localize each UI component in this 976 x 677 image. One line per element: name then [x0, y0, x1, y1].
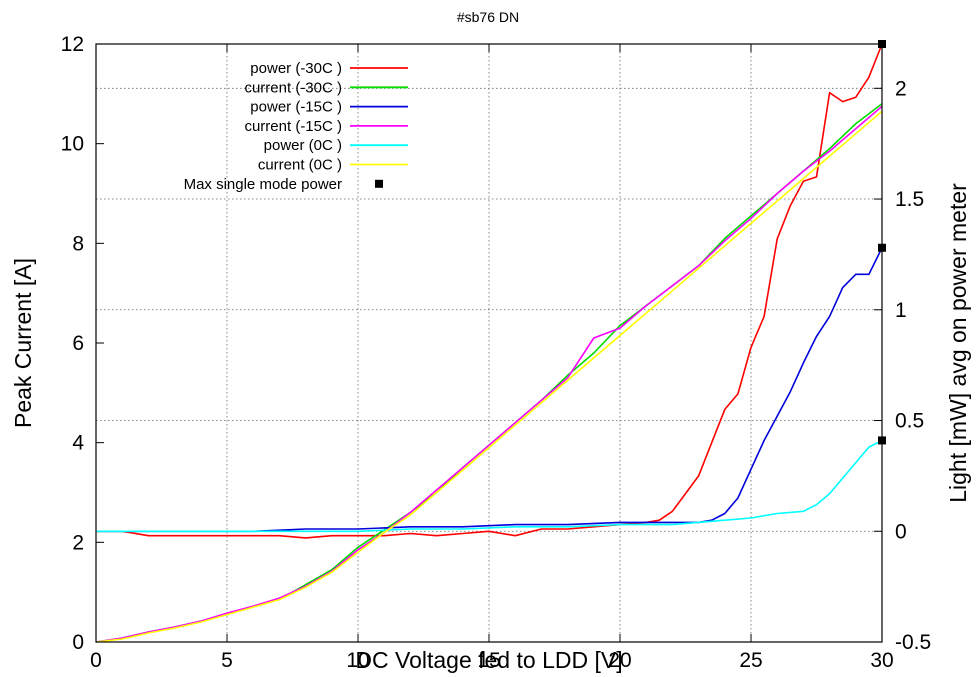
y2-tick-label: 1: [895, 299, 907, 322]
legend: power (-30C ) current (-30C ) power (-15C …: [184, 60, 408, 193]
x-tick-label: 5: [221, 649, 233, 672]
series-line-power-15c: [96, 247, 883, 533]
legend-label: current (-30C ): [244, 79, 342, 96]
legend-label: power (-15C ): [250, 99, 342, 116]
x-tick-label: 10: [346, 649, 369, 672]
legend-label: Max single mode power: [184, 176, 342, 193]
legend-label: power (-30C ): [250, 60, 342, 77]
series-line-current-0c: [95, 110, 883, 643]
x-axis-label: DC Voltage fed to LDD [V]: [355, 647, 622, 673]
y-tick-label: 6: [72, 332, 84, 355]
y-axis-label: Peak Current [A]: [10, 258, 36, 428]
y-tick-label: 4: [72, 432, 84, 455]
y2-tick-label: 0: [895, 520, 907, 543]
y2-tick-label: 1.5: [895, 188, 924, 211]
ticks: 0 5 10 15 20 25 30 0 2 4 6 8 10 12 -0.5 0 0.5 1 1.5 2: [61, 33, 932, 672]
x-tick-label: 15: [477, 649, 500, 672]
x-tick-label: 20: [608, 649, 631, 672]
legend-label: current (-15C ): [244, 118, 342, 135]
x-tick-label: 0: [90, 649, 102, 672]
legend-swatch: [375, 179, 383, 188]
legend-label: current (0C ): [258, 157, 342, 174]
y2-axis-label: Light [mW] avg on power meter: [945, 183, 971, 503]
y-tick-label: 2: [72, 531, 84, 554]
chart-title: #sb76 DN: [457, 9, 519, 25]
y2-tick-label: 2: [895, 77, 907, 100]
grid: [96, 44, 882, 642]
y-tick-label: 8: [72, 232, 84, 255]
series-line-power-30c: [96, 43, 883, 539]
y2-tick-label: -0.5: [895, 631, 931, 654]
y2-tick-label: 0.5: [895, 410, 924, 433]
y-tick-label: 0: [72, 631, 84, 654]
series-line-current-15c: [95, 105, 883, 643]
series-layer: [95, 40, 886, 643]
y-tick-label: 12: [61, 33, 84, 56]
series-line-power-0c: [96, 439, 883, 533]
y-tick-label: 10: [61, 133, 84, 156]
x-tick-label: 30: [870, 649, 893, 672]
x-tick-label: 25: [739, 649, 762, 672]
legend-label: power (0C ): [264, 137, 342, 154]
